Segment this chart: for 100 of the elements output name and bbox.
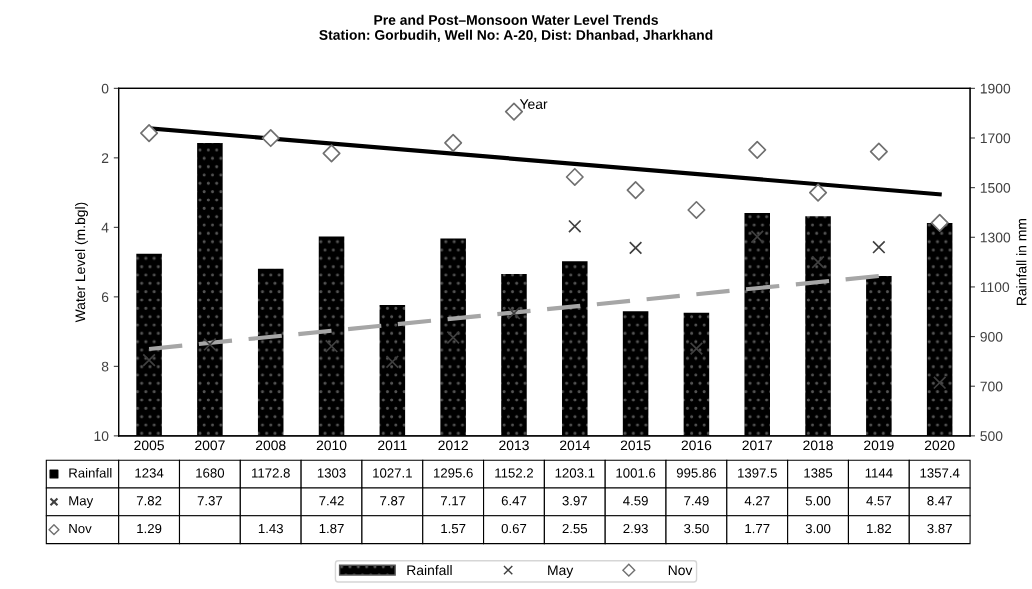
data-label: 8.47 <box>927 496 952 506</box>
point <box>869 142 888 161</box>
x-tick-label: 2014 <box>560 440 590 451</box>
data-label: 6.47 <box>501 496 527 506</box>
data-label: 7.37 <box>197 496 223 506</box>
point <box>930 213 949 232</box>
data-label: 3.00 <box>805 523 831 534</box>
data-label: 5.00 <box>805 496 831 506</box>
data-label: 7.87 <box>380 496 405 506</box>
y2-axis-title: Rainfall in mm <box>1016 219 1027 305</box>
data-label: 4.57 <box>866 496 892 506</box>
point <box>689 341 704 356</box>
point <box>203 337 217 352</box>
data-label: 7.49 <box>684 496 709 506</box>
data-label: 3.97 <box>562 496 587 506</box>
point <box>565 167 584 187</box>
data-label: 7.17 <box>441 496 466 506</box>
data-label: 1.87 <box>319 523 344 534</box>
x-tick-label: 2015 <box>620 440 651 451</box>
point <box>687 200 706 220</box>
text: May <box>548 565 574 578</box>
y-tick-label: 0 <box>101 83 109 94</box>
x-tick-label: 2020 <box>924 440 955 451</box>
y2-tick-label: 900 <box>980 331 1003 342</box>
point <box>140 124 159 143</box>
data-label: 1144 <box>865 468 893 478</box>
data-label: 3.87 <box>927 523 952 534</box>
data-label: 1303 <box>317 468 346 478</box>
point <box>872 240 886 254</box>
data-label: 7.82 <box>136 496 162 506</box>
point <box>626 181 645 200</box>
y2-tick-label: 700 <box>980 381 1003 392</box>
point <box>628 241 643 255</box>
data-label: 1385 <box>804 468 833 478</box>
x-tick-label: 2010 <box>316 440 347 451</box>
x-tick-label: 2012 <box>438 440 468 451</box>
point <box>811 255 825 269</box>
point <box>933 376 947 390</box>
point <box>750 230 764 244</box>
data-label: 1397.5 <box>738 468 777 478</box>
y-tick-label: 2 <box>101 153 109 163</box>
data-label: 2.93 <box>623 523 648 534</box>
data-label: 1357.4 <box>920 468 960 478</box>
point <box>322 144 341 163</box>
annotation: Year <box>519 99 548 109</box>
data-label: 1001.6 <box>616 468 656 478</box>
data-label: 1203.1 <box>555 468 595 478</box>
data-label: 1152.2 <box>495 468 533 478</box>
legend-label: May <box>69 496 94 509</box>
x-tick-label: 2017 <box>742 440 772 451</box>
chart-title: Pre and Post–Monsoon Water Level Trends Station: Gorbudih, Well No: A-20, Dist: Dhanbad, Jharkhand <box>319 14 713 42</box>
text: Nov <box>668 565 693 576</box>
point <box>446 330 460 345</box>
point <box>568 219 582 233</box>
data-label: 2.55 <box>562 523 588 534</box>
y2-tick-label: 500 <box>980 431 1003 442</box>
y-tick-label: 8 <box>101 361 109 372</box>
legend-label: Nov <box>69 524 92 534</box>
y2-tick-label: 1700 <box>980 133 1011 144</box>
point <box>748 140 767 159</box>
data-label: 1.29 <box>137 523 162 534</box>
y-tick-label: 4 <box>101 222 109 233</box>
point <box>324 339 339 353</box>
data-label: 1.77 <box>745 524 770 534</box>
y-axis-title: Water Level (m.bgl) <box>75 202 88 323</box>
x-tick-label: 2013 <box>499 440 529 451</box>
x-tick-label: 2007 <box>195 440 225 451</box>
y-tick-label: 6 <box>101 292 109 303</box>
y-tick-label: 10 <box>94 431 109 442</box>
data-label: 1295.6 <box>433 468 473 478</box>
x-tick-label: 2018 <box>803 440 833 451</box>
data-label: 4.59 <box>623 496 648 506</box>
y2-tick-label: 1900 <box>980 83 1011 94</box>
data-label: 1.57 <box>441 524 466 534</box>
point <box>142 353 156 367</box>
data-label: 1680 <box>196 468 225 478</box>
data-label: 995.86 <box>676 468 717 478</box>
x-tick-label: 2005 <box>134 440 164 451</box>
data-label: 3.50 <box>684 523 709 534</box>
point <box>444 133 463 152</box>
x-tick-label: 2008 <box>255 440 286 451</box>
y2-tick-label: 1500 <box>980 182 1011 193</box>
point <box>261 128 280 148</box>
text: Rainfall <box>69 467 112 478</box>
data-label: 4.27 <box>744 496 770 506</box>
y2-tick-label: 1100 <box>980 282 1010 293</box>
data-label: 1.43 <box>258 523 283 534</box>
data-label: 1172.8 <box>252 468 290 478</box>
point <box>808 183 828 202</box>
x-tick-label: 2016 <box>681 440 712 451</box>
data-label: 1.82 <box>867 523 892 534</box>
data-label: 1027.1 <box>373 468 412 478</box>
data-label: 1234 <box>135 468 164 478</box>
x-tick-label: 2019 <box>864 440 894 451</box>
x-tick-label: 2011 <box>378 440 407 451</box>
data-label: 0.67 <box>501 523 527 534</box>
data-label: 7.42 <box>319 496 344 506</box>
point <box>507 306 521 320</box>
point <box>385 355 399 369</box>
y2-tick-label: 1300 <box>980 232 1011 243</box>
